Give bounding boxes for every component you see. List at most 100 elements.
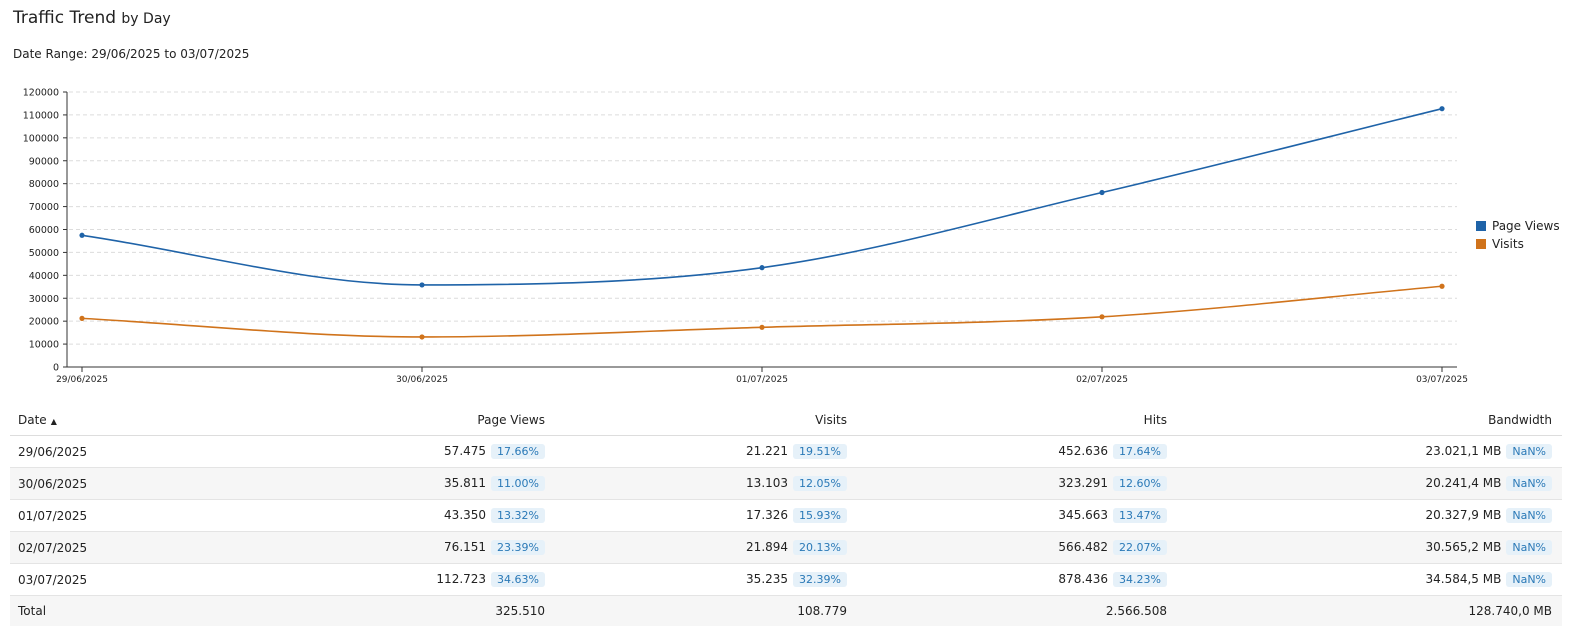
traffic-table: Date ▲ Page Views Visits Hits Bandwidth 2…: [10, 405, 1562, 626]
date-range: Date Range: 29/06/2025 to 03/07/2025: [13, 47, 250, 61]
legend-swatch-page-views: [1476, 221, 1486, 231]
percent-badge: 17.66%: [491, 444, 545, 459]
data-point-page-views: [1439, 106, 1445, 112]
total-label: Total: [10, 595, 310, 626]
total-row: Total 325.510 108.779 2.566.508 128.740,…: [10, 595, 1562, 626]
cell-date: 30/06/2025: [10, 467, 310, 500]
data-point-visits: [1099, 314, 1105, 320]
table-row: 02/07/2025 76.151 23.39% 21.894 20.13% 566…: [10, 531, 1562, 564]
cell-visits: 35.235 32.39%: [555, 563, 857, 596]
percent-badge: 13.47%: [1113, 508, 1167, 523]
series-line-page-views: [81, 107, 1443, 286]
y-tick-label: 110000: [23, 110, 59, 121]
y-tick-label: 80000: [29, 179, 59, 190]
percent-badge: NaN%: [1506, 444, 1552, 459]
y-tick-label: 100000: [23, 133, 59, 144]
x-tick-label: 29/06/2025: [56, 375, 108, 385]
x-tick-label: 03/07/2025: [1416, 375, 1468, 385]
percent-badge: 12.05%: [793, 476, 847, 491]
cell-page-views: 112.723 34.63%: [310, 563, 555, 596]
percent-badge: 11.00%: [491, 476, 545, 491]
column-header-bandwidth[interactable]: Bandwidth: [1177, 405, 1562, 436]
chart-legend: Page Views Visits: [1476, 217, 1560, 253]
cell-bandwidth: 20.327,9 MB NaN%: [1177, 499, 1562, 532]
cell-bandwidth: 34.584,5 MB NaN%: [1177, 563, 1562, 596]
percent-badge: 13.32%: [491, 508, 545, 523]
cell-visits: 17.326 15.93%: [555, 499, 857, 532]
x-tick-label: 30/06/2025: [396, 375, 448, 385]
y-tick-label: 30000: [29, 294, 59, 305]
total-hits: 2.566.508: [857, 595, 1177, 626]
legend-item-page-views[interactable]: Page Views: [1476, 217, 1560, 235]
y-tick-label: 90000: [29, 156, 59, 167]
cell-date: 29/06/2025: [10, 435, 310, 468]
percent-badge: NaN%: [1506, 540, 1552, 555]
data-point-visits: [759, 324, 765, 330]
page-subtitle: by Day: [121, 11, 171, 27]
cell-hits: 452.636 17.64%: [857, 435, 1177, 468]
y-tick-label: 20000: [29, 317, 59, 328]
x-tick-label: 02/07/2025: [1076, 375, 1128, 385]
data-point-page-views: [1099, 189, 1105, 196]
column-header-page-views[interactable]: Page Views: [310, 405, 555, 436]
cell-bandwidth: 23.021,1 MB NaN%: [1177, 435, 1562, 468]
column-header-hits[interactable]: Hits: [857, 405, 1177, 436]
percent-badge: 19.51%: [793, 444, 847, 459]
cell-hits: 323.291 12.60%: [857, 467, 1177, 500]
data-point-visits: [419, 334, 425, 340]
percent-badge: 15.93%: [793, 508, 847, 523]
page-title: Traffic Trend by Day: [13, 8, 171, 28]
cell-date: 03/07/2025: [10, 563, 310, 596]
percent-badge: 34.23%: [1113, 572, 1167, 587]
total-page-views: 325.510: [310, 595, 555, 626]
cell-bandwidth: 30.565,2 MB NaN%: [1177, 531, 1562, 564]
data-point-visits: [1439, 283, 1445, 289]
percent-badge: 17.64%: [1113, 444, 1167, 459]
cell-page-views: 43.350 13.32%: [310, 499, 555, 532]
cell-hits: 878.436 34.23%: [857, 563, 1177, 596]
cell-visits: 21.894 20.13%: [555, 531, 857, 564]
cell-visits: 13.103 12.05%: [555, 467, 857, 500]
cell-page-views: 57.475 17.66%: [310, 435, 555, 468]
percent-badge: NaN%: [1506, 572, 1552, 587]
cell-hits: 345.663 13.47%: [857, 499, 1177, 532]
y-tick-label: 10000: [29, 340, 59, 351]
cell-hits: 566.482 22.07%: [857, 531, 1177, 564]
y-tick-label: 60000: [29, 225, 59, 236]
cell-page-views: 76.151 23.39%: [310, 531, 555, 564]
percent-badge: 12.60%: [1113, 476, 1167, 491]
legend-item-visits[interactable]: Visits: [1476, 235, 1560, 253]
y-tick-label: 70000: [29, 202, 59, 213]
table-row: 01/07/2025 43.350 13.32% 17.326 15.93% 345…: [10, 499, 1562, 532]
data-point-page-views: [759, 265, 765, 271]
x-tick-label: 01/07/2025: [736, 375, 788, 385]
table-header-row: Date ▲ Page Views Visits Hits Bandwidth: [10, 405, 1562, 436]
percent-badge: NaN%: [1506, 508, 1552, 523]
y-tick-label: 40000: [29, 271, 59, 282]
cell-page-views: 35.811 11.00%: [310, 467, 555, 500]
traffic-line-chart: 0 10000 20000 30000 40000 50000 60000 70000 8000…: [23, 88, 1468, 386]
y-tick-label: 50000: [29, 248, 59, 259]
table-row: 03/07/2025 112.723 34.63% 35.235 32.39% 87…: [10, 563, 1562, 596]
data-point-visits: [79, 315, 85, 321]
chart-header: Traffic Trend by Day: [13, 8, 171, 28]
cell-visits: 21.221 19.51%: [555, 435, 857, 468]
table-row: 30/06/2025 35.811 11.00% 13.103 12.05% 323…: [10, 467, 1562, 500]
data-point-page-views: [419, 282, 425, 288]
legend-swatch-visits: [1476, 239, 1486, 249]
column-header-visits[interactable]: Visits: [555, 405, 857, 436]
y-tick-label: 120000: [23, 88, 59, 99]
total-bandwidth: 128.740,0 MB: [1177, 595, 1562, 626]
sort-ascending-icon[interactable]: ▲: [50, 417, 57, 426]
percent-badge: 32.39%: [793, 572, 847, 587]
cell-date: 01/07/2025: [10, 499, 310, 532]
legend-label: Page Views: [1492, 219, 1560, 233]
data-point-page-views: [79, 232, 85, 238]
percent-badge: 20.13%: [793, 540, 847, 555]
percent-badge: 34.63%: [491, 572, 545, 587]
legend-label: Visits: [1492, 237, 1524, 251]
y-tick-label: 0: [53, 363, 59, 374]
percent-badge: NaN%: [1506, 476, 1552, 491]
total-visits: 108.779: [555, 595, 857, 626]
column-header-date[interactable]: Date ▲: [10, 405, 310, 436]
